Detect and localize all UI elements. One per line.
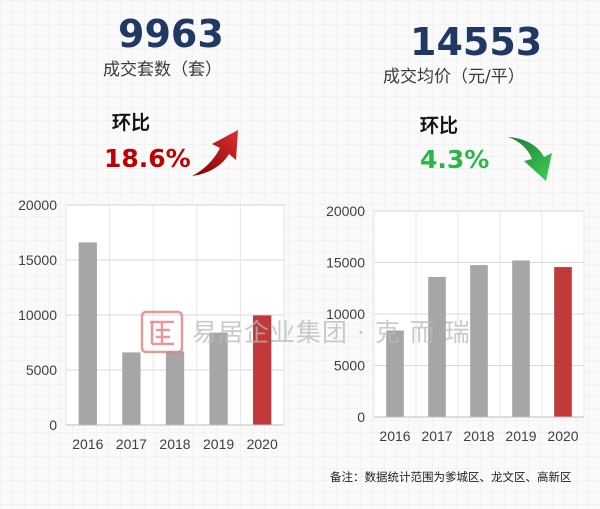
right-ytick-label: 15000 (326, 255, 365, 271)
right-ytick-label: 10000 (326, 306, 365, 322)
right-xtick-label: 2020 (547, 428, 578, 444)
right-bar-2018 (470, 265, 488, 417)
left-bar-2018 (165, 351, 185, 425)
right-ytick-label: 0 (357, 409, 365, 425)
right-xtick-label: 2019 (505, 428, 536, 444)
right-bar-2020 (554, 267, 572, 417)
left-ytick-label: 10000 (18, 307, 57, 323)
left-bar-2019 (209, 332, 228, 425)
left-ytick-label: 5000 (26, 362, 57, 378)
right-kpi-label: 成交均价（元/平） (383, 67, 525, 87)
left-xtick-label: 2018 (159, 436, 190, 452)
right-bar-2017 (428, 276, 446, 417)
left-xtick-label: 2017 (116, 436, 147, 452)
left-kpi-value: 9963 (118, 12, 224, 56)
right-hb-label: 环比 (420, 115, 459, 137)
right-hb-value: 4.3% (420, 145, 490, 174)
left-bar-chart: 0 5000 10000 15000 20000 2016 2017 2018 2019 2020 (18, 197, 285, 452)
left-bar-2020 (253, 315, 272, 425)
left-xtick-label: 2020 (247, 436, 278, 452)
left-bar-2017 (122, 352, 141, 425)
right-bar-chart: 0 5000 10000 15000 20000 2016 2017 2018 2019 2020 (326, 203, 585, 444)
right-ytick-label: 5000 (334, 358, 365, 374)
watermark-text: 易居企业集团 · 克 而 瑞 (192, 318, 471, 347)
down-arrow-icon (508, 137, 552, 181)
left-kpi-label: 成交套数（套） (103, 60, 222, 80)
right-xtick-label: 2017 (421, 428, 452, 444)
right-xtick-label: 2016 (379, 428, 410, 444)
left-hb-value: 18.6% (104, 144, 191, 173)
footnote: 备注：数据统计范围为爹城区、龙文区、高新区 (330, 470, 572, 484)
right-bar-2016 (386, 330, 404, 417)
left-ytick-label: 15000 (18, 252, 57, 268)
up-arrow-icon (192, 130, 238, 176)
left-ytick-label: 0 (49, 417, 57, 433)
left-hb-label: 环比 (112, 112, 151, 134)
left-xtick-label: 2019 (203, 436, 234, 452)
left-xtick-label: 2016 (72, 436, 103, 452)
right-bar-2019 (512, 260, 530, 417)
watermark-logo (140, 310, 184, 354)
right-ytick-label: 20000 (326, 203, 365, 219)
right-xtick-label: 2018 (463, 428, 494, 444)
left-ytick-label: 20000 (18, 197, 57, 213)
left-bar-2016 (78, 242, 97, 425)
right-kpi-value: 14553 (410, 20, 543, 64)
